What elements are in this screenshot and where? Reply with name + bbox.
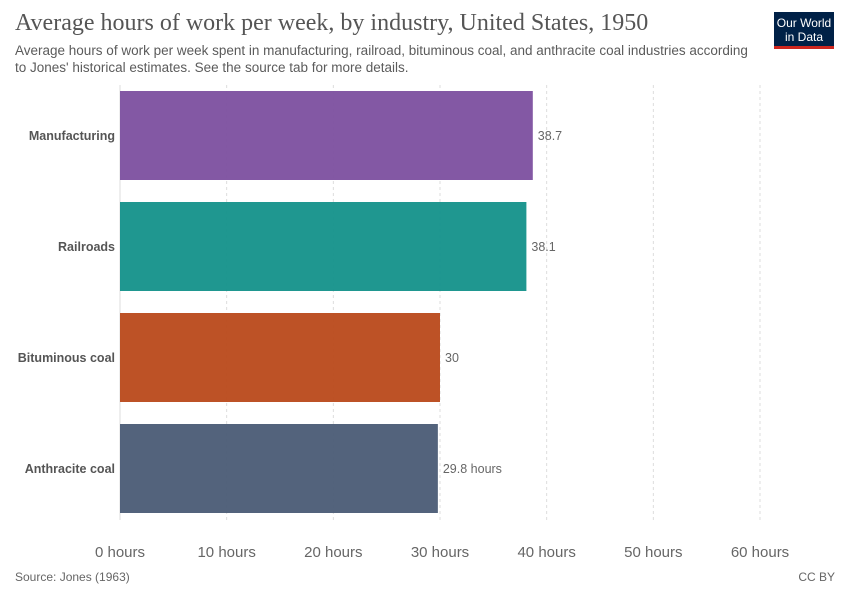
chart-subtitle: Average hours of work per week spent in … [15, 43, 748, 75]
x-tick-label: 40 hours [517, 544, 575, 561]
license-note[interactable]: CC BY [798, 570, 835, 584]
bar-anthracite-coal[interactable] [120, 424, 438, 513]
source-note[interactable]: Source: Jones (1963) [15, 570, 130, 584]
labels: Manufacturing 38.7 Railroads 38.1 Bituminous… [18, 129, 562, 476]
value-label: 38.7 [538, 129, 562, 143]
value-label: 29.8 hours [443, 462, 502, 476]
value-label: 30 [445, 351, 459, 365]
bar-manufacturing[interactable] [120, 91, 533, 180]
chart-title: Average hours of work per week, by indus… [15, 10, 649, 36]
logo-line-1: Our World [776, 16, 832, 30]
x-tick-label: 20 hours [304, 544, 362, 561]
x-tick-label: 10 hours [197, 544, 255, 561]
x-tick-label: 0 hours [95, 544, 145, 561]
x-tick-label: 60 hours [731, 544, 789, 561]
bar-railroads[interactable] [120, 202, 527, 291]
x-axis-ticks: 0 hours 10 hours 20 hours 30 hours 40 hours 5… [95, 544, 789, 561]
value-label: 38.1 [531, 240, 555, 254]
bar-bituminous-coal[interactable] [120, 313, 440, 402]
owid-logo[interactable]: Our World in Data [774, 12, 834, 49]
category-label: Manufacturing [29, 129, 115, 143]
category-label: Railroads [58, 240, 115, 254]
x-tick-label: 30 hours [411, 544, 469, 561]
bars [120, 91, 533, 513]
category-label: Bituminous coal [18, 351, 115, 365]
category-label: Anthracite coal [25, 462, 115, 476]
x-tick-label: 50 hours [624, 544, 682, 561]
logo-line-2: in Data [784, 30, 824, 44]
